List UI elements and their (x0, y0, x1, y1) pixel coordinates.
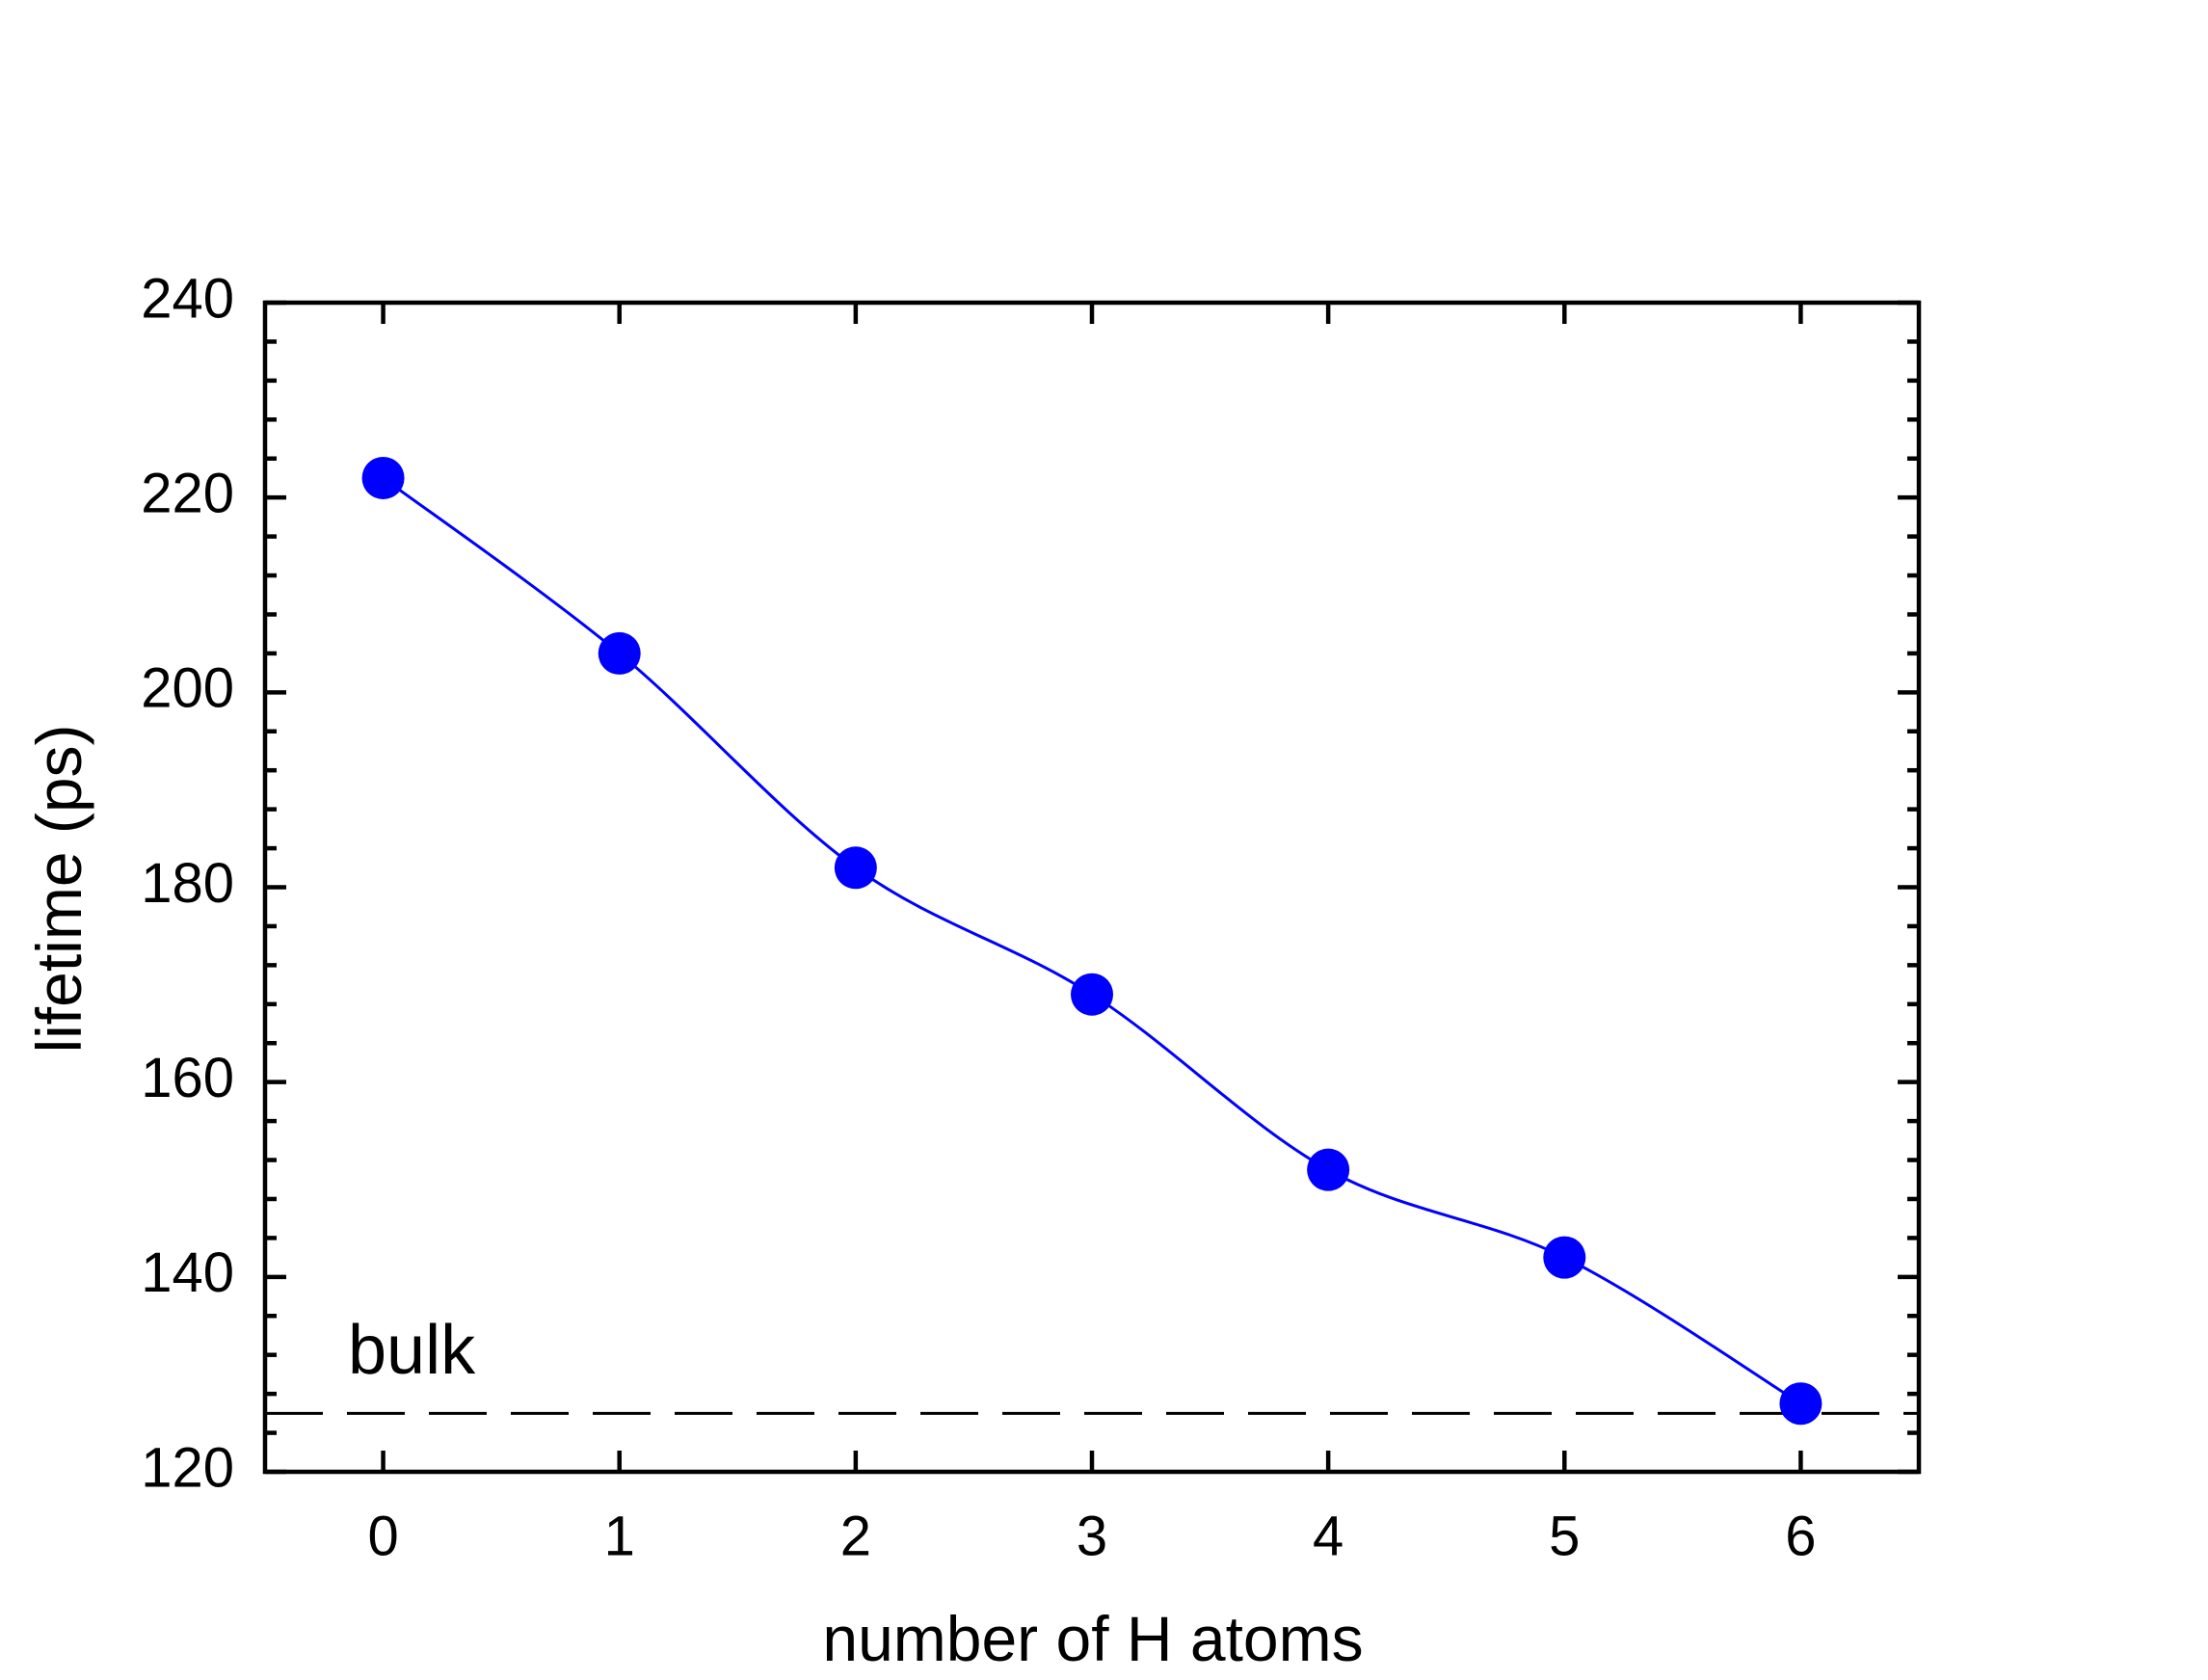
y-tick-label: 160 (141, 1047, 234, 1109)
y-tick-label: 120 (141, 1436, 234, 1499)
y-tick-label: 180 (141, 852, 234, 915)
y-tick-label: 220 (141, 462, 234, 524)
data-point (834, 846, 877, 890)
data-point (1307, 1148, 1350, 1191)
x-axis-label: number of H atoms (822, 1603, 1363, 1674)
x-tick-label: 2 (840, 1505, 871, 1567)
x-tick-label: 4 (1313, 1505, 1343, 1567)
data-point (1071, 973, 1113, 1016)
y-axis-label: lifetime (ps) (23, 724, 94, 1053)
y-tick-label: 240 (141, 267, 234, 330)
data-point (598, 631, 641, 675)
y-tick-label: 140 (141, 1241, 234, 1304)
x-tick-label: 6 (1785, 1505, 1816, 1567)
x-tick-label: 5 (1549, 1505, 1580, 1567)
x-tick-label: 0 (367, 1505, 398, 1567)
data-point (361, 456, 405, 499)
y-tick-label: 200 (141, 657, 234, 720)
reference-label: bulk (348, 1312, 476, 1389)
series-line (382, 476, 1802, 1405)
plot-frame (262, 300, 1922, 1475)
x-tick-label: 1 (604, 1505, 635, 1567)
data-point (1543, 1236, 1586, 1279)
x-tick-label: 3 (1077, 1505, 1107, 1567)
data-point (1779, 1382, 1822, 1426)
